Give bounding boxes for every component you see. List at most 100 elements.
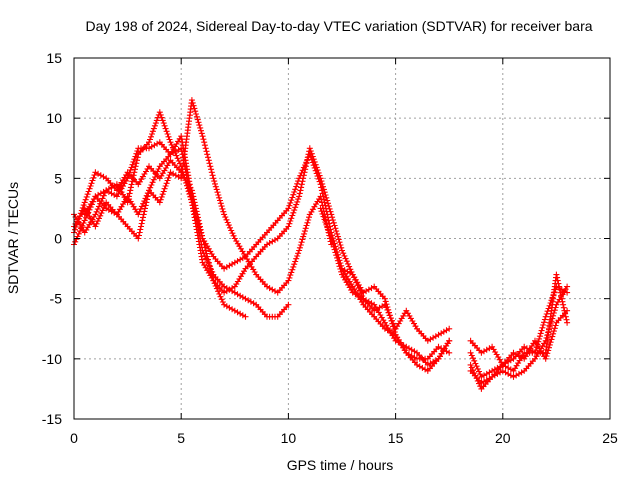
data-point-marker [138,220,145,227]
data-point-marker [133,160,140,167]
data-point-marker [323,208,330,215]
data-point-marker [320,193,327,200]
data-point-marker [184,175,191,182]
data-point-marker [152,174,158,180]
data-point-marker [537,330,544,337]
data-point-marker [159,117,166,124]
data-point-marker [130,172,137,179]
data-point-marker [389,320,396,327]
data-point-marker [296,175,303,182]
chart-title: Day 198 of 2024, Sidereal Day-to-day VTE… [85,18,592,34]
data-point-marker [306,151,313,158]
x-tick-label: 5 [177,430,185,446]
data-point-marker [82,214,89,221]
data-point-marker [151,122,158,129]
data-point-marker [295,196,302,203]
data-point-marker [334,254,341,261]
data-point-marker [132,166,138,173]
data-point-marker [327,232,334,239]
data-point-marker [93,208,100,215]
data-point-marker [383,301,390,308]
data-point-marker [208,266,214,273]
data-point-marker [229,230,236,237]
data-point-marker [563,316,570,323]
data-point-marker [225,222,232,229]
data-point-marker [319,190,326,197]
data-point-marker [345,260,351,267]
data-point-marker [540,322,547,328]
data-point-marker [194,218,201,225]
data-point-marker [324,224,331,231]
data-point-marker [388,317,395,324]
data-point-marker [314,173,321,180]
data-point-marker [157,196,164,203]
data-point-marker [99,207,106,214]
data-point-marker [165,174,172,181]
data-point-marker [215,192,222,198]
data-point-marker [196,224,203,231]
data-point-marker [187,190,194,197]
data-point-marker [188,199,195,206]
data-point-marker [166,136,173,143]
data-point-marker [81,217,88,224]
data-point-marker [188,196,195,203]
data-point-marker [294,198,301,205]
data-point-marker [158,193,165,200]
data-point-marker [148,133,154,140]
data-point-marker [318,208,325,215]
data-point-marker [390,323,397,330]
data-point-marker [473,363,480,370]
data-point-marker [196,241,203,248]
data-point-marker [541,319,547,326]
data-point-marker [286,202,293,209]
data-point-marker [205,157,212,164]
data-point-marker [564,319,571,326]
data-point-marker [446,349,453,356]
data-point-marker [242,313,249,320]
data-point-marker [193,113,200,120]
data-point-marker [551,325,558,332]
data-point-marker [476,368,482,375]
y-tick-label: 0 [54,231,62,247]
data-point-marker [142,205,148,212]
data-point-marker [387,315,394,322]
data-point-marker [554,277,561,284]
data-point-marker [386,309,392,316]
data-point-marker [306,145,313,152]
data-point-marker [320,196,327,203]
data-point-marker [77,228,83,235]
data-point-marker [140,211,147,218]
data-point-marker [100,192,107,199]
data-point-marker [564,289,571,296]
data-point-marker [320,213,327,220]
data-point-marker [548,336,555,343]
data-point-marker [561,307,568,314]
data-point-marker [198,250,204,257]
data-point-marker [181,163,188,170]
data-point-marker [189,99,196,106]
data-point-marker [192,108,199,115]
data-point-marker [319,210,326,217]
data-point-marker [550,330,557,337]
data-point-marker [180,154,186,161]
data-point-marker [227,224,233,231]
data-point-marker [88,180,95,187]
data-point-marker [338,268,345,275]
data-point-marker [129,178,136,185]
data-point-marker [156,109,163,116]
data-point-marker [153,117,160,124]
data-point-marker [97,212,104,219]
data-point-marker [82,196,89,203]
data-point-marker [162,183,169,189]
data-point-marker [160,188,167,195]
data-point-marker [183,172,190,179]
data-point-marker [471,357,478,364]
data-point-marker [198,229,204,236]
data-point-marker [174,155,181,162]
data-point-marker [312,167,319,174]
data-point-marker [96,215,102,222]
data-point-marker [329,241,336,248]
data-point-marker [150,176,157,183]
data-point-marker [554,274,561,281]
data-point-marker [326,220,333,227]
